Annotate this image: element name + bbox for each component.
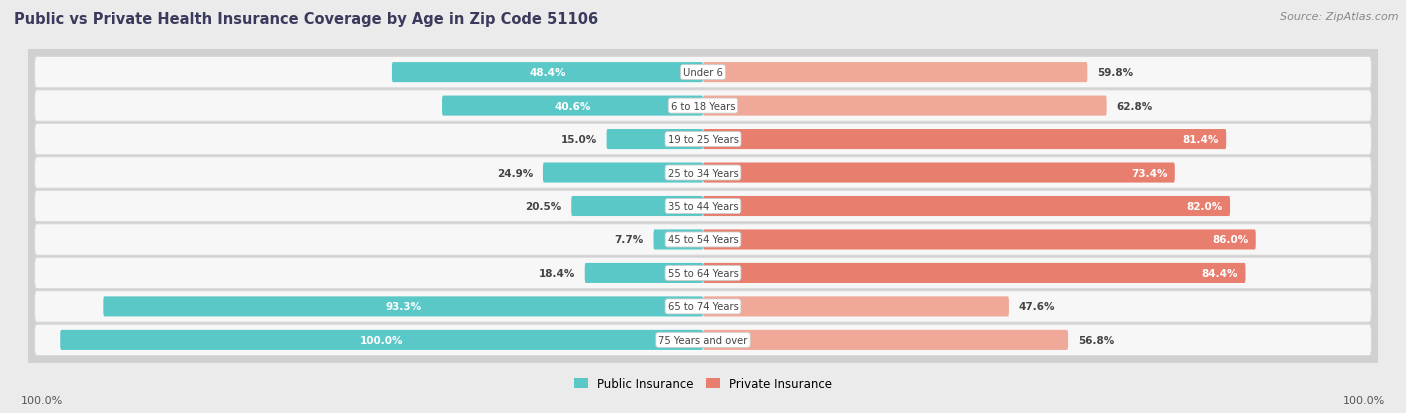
FancyBboxPatch shape	[703, 130, 1226, 150]
FancyBboxPatch shape	[703, 230, 1256, 250]
FancyBboxPatch shape	[35, 291, 1371, 323]
Text: 47.6%: 47.6%	[1018, 301, 1054, 312]
FancyBboxPatch shape	[25, 158, 1381, 322]
FancyBboxPatch shape	[60, 330, 703, 350]
Text: 81.4%: 81.4%	[1182, 135, 1219, 145]
Text: 73.4%: 73.4%	[1130, 168, 1167, 178]
FancyBboxPatch shape	[585, 263, 703, 283]
FancyBboxPatch shape	[703, 330, 1069, 350]
Text: 59.8%: 59.8%	[1097, 68, 1133, 78]
FancyBboxPatch shape	[703, 163, 1175, 183]
Text: 86.0%: 86.0%	[1212, 235, 1249, 245]
FancyBboxPatch shape	[703, 297, 1010, 317]
Text: 24.9%: 24.9%	[498, 168, 533, 178]
FancyBboxPatch shape	[25, 24, 1381, 188]
Text: Public vs Private Health Insurance Coverage by Age in Zip Code 51106: Public vs Private Health Insurance Cover…	[14, 12, 598, 27]
FancyBboxPatch shape	[25, 57, 1381, 222]
Text: 6 to 18 Years: 6 to 18 Years	[671, 101, 735, 112]
FancyBboxPatch shape	[392, 63, 703, 83]
FancyBboxPatch shape	[25, 124, 1381, 289]
FancyBboxPatch shape	[35, 124, 1371, 155]
FancyBboxPatch shape	[35, 157, 1371, 189]
Text: 100.0%: 100.0%	[360, 335, 404, 345]
FancyBboxPatch shape	[35, 191, 1371, 222]
Text: 15.0%: 15.0%	[561, 135, 598, 145]
Text: 84.4%: 84.4%	[1202, 268, 1239, 278]
Text: Under 6: Under 6	[683, 68, 723, 78]
Text: 20.5%: 20.5%	[526, 202, 561, 211]
FancyBboxPatch shape	[25, 0, 1381, 155]
Text: 35 to 44 Years: 35 to 44 Years	[668, 202, 738, 211]
Text: 82.0%: 82.0%	[1187, 202, 1222, 211]
Text: 19 to 25 Years: 19 to 25 Years	[668, 135, 738, 145]
Legend: Public Insurance, Private Insurance: Public Insurance, Private Insurance	[569, 373, 837, 395]
FancyBboxPatch shape	[654, 230, 703, 250]
FancyBboxPatch shape	[606, 130, 703, 150]
Text: 100.0%: 100.0%	[1343, 395, 1385, 405]
Text: 56.8%: 56.8%	[1078, 335, 1114, 345]
Text: 7.7%: 7.7%	[614, 235, 644, 245]
Text: 40.6%: 40.6%	[554, 101, 591, 112]
FancyBboxPatch shape	[571, 197, 703, 216]
FancyBboxPatch shape	[25, 91, 1381, 255]
FancyBboxPatch shape	[703, 263, 1246, 283]
FancyBboxPatch shape	[35, 324, 1371, 356]
Text: 55 to 64 Years: 55 to 64 Years	[668, 268, 738, 278]
Text: Source: ZipAtlas.com: Source: ZipAtlas.com	[1281, 12, 1399, 22]
FancyBboxPatch shape	[543, 163, 703, 183]
Text: 65 to 74 Years: 65 to 74 Years	[668, 301, 738, 312]
FancyBboxPatch shape	[103, 297, 703, 317]
FancyBboxPatch shape	[35, 57, 1371, 89]
Text: 93.3%: 93.3%	[385, 301, 422, 312]
Text: 18.4%: 18.4%	[538, 268, 575, 278]
FancyBboxPatch shape	[35, 224, 1371, 256]
Text: 48.4%: 48.4%	[529, 68, 565, 78]
FancyBboxPatch shape	[441, 96, 703, 116]
Text: 62.8%: 62.8%	[1116, 101, 1153, 112]
FancyBboxPatch shape	[25, 225, 1381, 389]
FancyBboxPatch shape	[25, 258, 1381, 413]
FancyBboxPatch shape	[25, 191, 1381, 356]
FancyBboxPatch shape	[703, 63, 1087, 83]
FancyBboxPatch shape	[703, 96, 1107, 116]
FancyBboxPatch shape	[35, 258, 1371, 289]
FancyBboxPatch shape	[703, 197, 1230, 216]
Text: 75 Years and over: 75 Years and over	[658, 335, 748, 345]
Text: 25 to 34 Years: 25 to 34 Years	[668, 168, 738, 178]
Text: 45 to 54 Years: 45 to 54 Years	[668, 235, 738, 245]
FancyBboxPatch shape	[35, 90, 1371, 122]
Text: 100.0%: 100.0%	[21, 395, 63, 405]
